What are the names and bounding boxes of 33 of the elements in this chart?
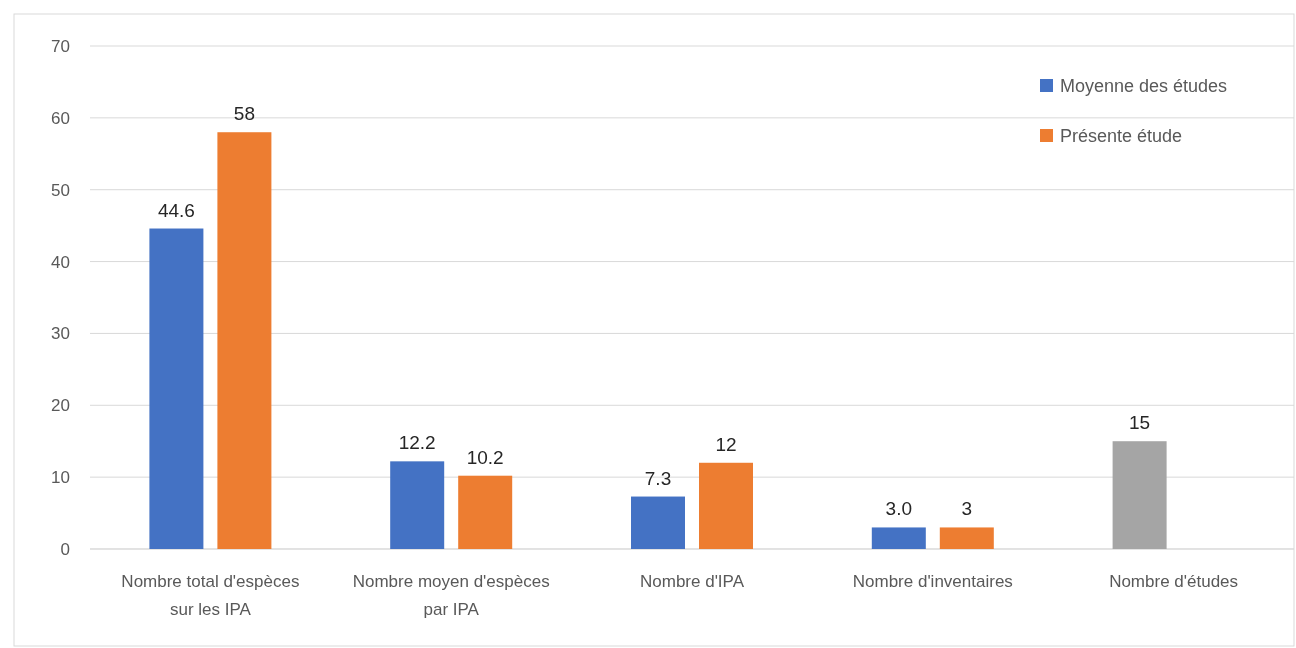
bar [939, 527, 994, 549]
y-tick-label: 30 [51, 324, 70, 344]
x-tick-label: Nombre d'IPA [639, 572, 745, 591]
data-label: 10.2 [466, 446, 504, 468]
y-tick-label: 50 [51, 180, 70, 200]
y-tick-label: 70 [51, 37, 70, 56]
bar [871, 527, 926, 549]
bar [458, 475, 513, 549]
y-tick-label: 60 [51, 108, 70, 128]
y-tick-label: 20 [51, 396, 70, 416]
y-tick-label: 0 [60, 540, 70, 559]
x-tick-label: Nombre d'études [1109, 572, 1239, 591]
y-tick-label: 10 [51, 468, 70, 488]
bar [149, 228, 204, 549]
bar [1112, 441, 1167, 549]
data-label: 12 [715, 433, 737, 455]
x-tick-label: Nombre moyen d'espèces par IPA [352, 572, 550, 619]
bar [699, 462, 753, 549]
data-label: 3 [961, 498, 973, 520]
data-label: 12.2 [398, 432, 436, 454]
bar [631, 496, 685, 549]
x-tick-label: Nombre d'inventaires [852, 572, 1013, 591]
bar [217, 132, 272, 549]
data-label: 15 [1129, 412, 1151, 434]
legend-label: Présente étude [1060, 126, 1183, 146]
data-label: 3.0 [885, 498, 913, 520]
data-label: 7.3 [644, 467, 672, 489]
data-label: 58 [233, 103, 255, 125]
legend-label: Moyenne des études [1060, 76, 1228, 96]
x-tick-label: Nombre total d'espèces sur les IPA [121, 572, 300, 619]
data-label: 44.6 [157, 199, 195, 221]
y-tick-label: 40 [51, 252, 70, 272]
bar [390, 461, 445, 549]
